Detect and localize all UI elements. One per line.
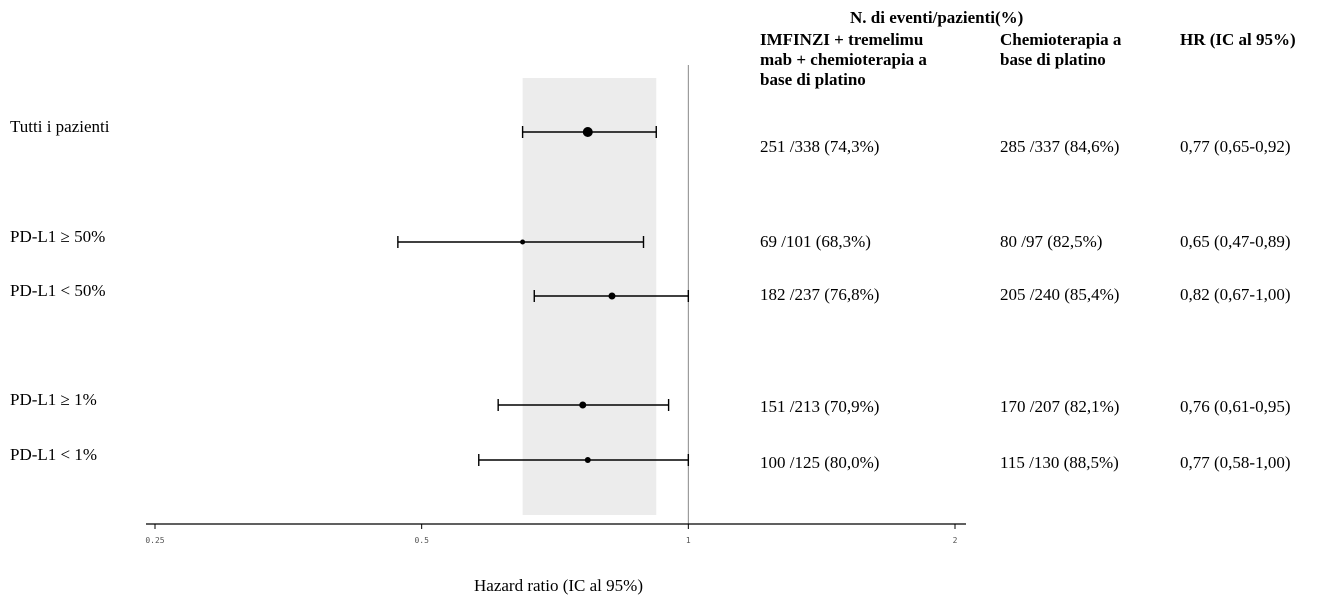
arm1-cell-3: 151 /213 (70,9%) xyxy=(760,397,880,416)
arm2-cell-1: 80 /97 (82,5%) xyxy=(1000,232,1103,251)
row-label-4: PD-L1 < 1% xyxy=(10,445,98,464)
arm2-cell-0: 285 /337 (84,6%) xyxy=(1000,137,1120,156)
x-axis-ticks: 0.25 0.5 1 2 xyxy=(145,524,958,545)
hr-cell-3: 0,76 (0,61-0,95) xyxy=(1180,397,1291,416)
arm1-cell-0: 251 /338 (74,3%) xyxy=(760,137,880,156)
forest-marks xyxy=(397,126,690,466)
hr-cell-2: 0,82 (0,67-1,00) xyxy=(1180,285,1291,304)
hr-cell-4: 0,77 (0,58-1,00) xyxy=(1180,453,1291,472)
events-group-header: N. di eventi/pazienti(%) xyxy=(850,8,1024,27)
hr-cell-0: 0,77 (0,65-0,92) xyxy=(1180,137,1291,156)
arm2-column-header: Chemioterapia a base di platino xyxy=(1000,30,1122,69)
x-tick-label-1: 0.5 xyxy=(414,536,429,545)
row-label-2: PD-L1 < 50% xyxy=(10,281,106,300)
arm2-cell-2: 205 /240 (85,4%) xyxy=(1000,285,1120,304)
x-axis-label: Hazard ratio (IC al 95%) xyxy=(474,576,643,595)
x-tick-label-2: 1 xyxy=(686,536,691,545)
row-label-1: PD-L1 ≥ 50% xyxy=(10,227,106,246)
hr-column-header: HR (IC al 95%) xyxy=(1180,30,1296,49)
arm1-column-header: IMFINZI + tremelimu mab + chemioterapia … xyxy=(760,30,927,89)
arm2-cell-4: 115 /130 (88,5%) xyxy=(1000,453,1119,472)
hr-point-3 xyxy=(579,401,587,409)
x-tick-label-3: 2 xyxy=(953,536,958,545)
arm2-cell-3: 170 /207 (82,1%) xyxy=(1000,397,1120,416)
row-label-3: PD-L1 ≥ 1% xyxy=(10,390,97,409)
hr-point-4 xyxy=(584,457,591,463)
arm1-cell-1: 69 /101 (68,3%) xyxy=(760,232,871,251)
arm1-cell-4: 100 /125 (80,0%) xyxy=(760,453,880,472)
hr-point-0 xyxy=(582,127,593,137)
hr-cell-1: 0,65 (0,47-0,89) xyxy=(1180,232,1291,251)
hr-point-2 xyxy=(608,292,616,300)
row-label-0: Tutti i pazienti xyxy=(10,117,110,136)
x-tick-label-0: 0.25 xyxy=(145,536,164,545)
arm1-cell-2: 182 /237 (76,8%) xyxy=(760,285,880,304)
hr-point-1 xyxy=(520,239,526,245)
